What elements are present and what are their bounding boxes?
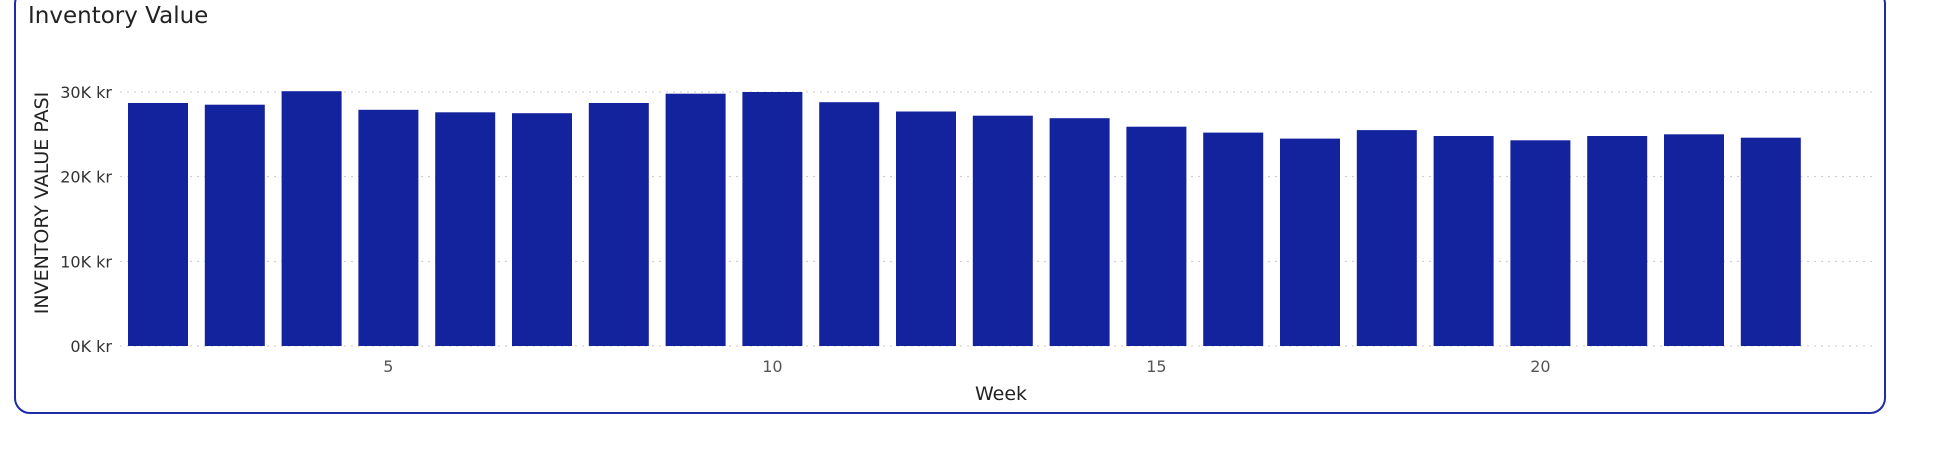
bar-week-10[interactable] bbox=[742, 92, 803, 346]
bar-week-11[interactable] bbox=[819, 102, 880, 346]
x-tick-label: 10 bbox=[762, 357, 782, 376]
x-axis-label: Week bbox=[975, 383, 1027, 405]
bar-week-6[interactable] bbox=[435, 112, 496, 346]
bar-week-15[interactable] bbox=[1126, 126, 1187, 346]
chart-title: Inventory Value bbox=[28, 3, 209, 29]
x-tick-label: 15 bbox=[1146, 357, 1166, 376]
bars bbox=[128, 91, 1801, 346]
bar-week-22[interactable] bbox=[1664, 134, 1724, 346]
bar-week-3[interactable] bbox=[204, 104, 265, 346]
x-tick-label: 5 bbox=[383, 357, 393, 376]
x-tick-label: 20 bbox=[1530, 357, 1550, 376]
bar-week-19[interactable] bbox=[1433, 136, 1494, 346]
bar-week-12[interactable] bbox=[896, 111, 956, 347]
bar-week-13[interactable] bbox=[972, 115, 1033, 346]
bar-week-2[interactable] bbox=[128, 103, 188, 346]
bar-week-17[interactable] bbox=[1280, 138, 1340, 346]
bar-week-8[interactable] bbox=[588, 103, 649, 346]
bar-week-18[interactable] bbox=[1356, 130, 1417, 346]
bar-week-16[interactable] bbox=[1203, 132, 1264, 346]
bar-week-14[interactable] bbox=[1049, 118, 1110, 346]
y-axis-label: INVENTORY VALUE PASI bbox=[31, 92, 53, 315]
bar-week-5[interactable] bbox=[358, 109, 419, 346]
bar-week-7[interactable] bbox=[512, 113, 572, 346]
y-axis-ticks: 0K kr 10K kr 20K kr 30K kr bbox=[60, 83, 112, 356]
bar-week-23[interactable] bbox=[1740, 137, 1801, 346]
bar-week-21[interactable] bbox=[1587, 136, 1648, 346]
x-axis-ticks: 5 10 15 20 bbox=[383, 357, 1550, 376]
y-tick-label: 30K kr bbox=[60, 83, 112, 102]
y-tick-label: 20K kr bbox=[60, 168, 112, 187]
bar-week-4[interactable] bbox=[281, 91, 342, 346]
y-tick-label: 0K kr bbox=[70, 337, 112, 356]
bar-week-9[interactable] bbox=[665, 93, 726, 346]
bar-week-20[interactable] bbox=[1510, 140, 1571, 346]
y-tick-label: 10K kr bbox=[60, 252, 112, 271]
